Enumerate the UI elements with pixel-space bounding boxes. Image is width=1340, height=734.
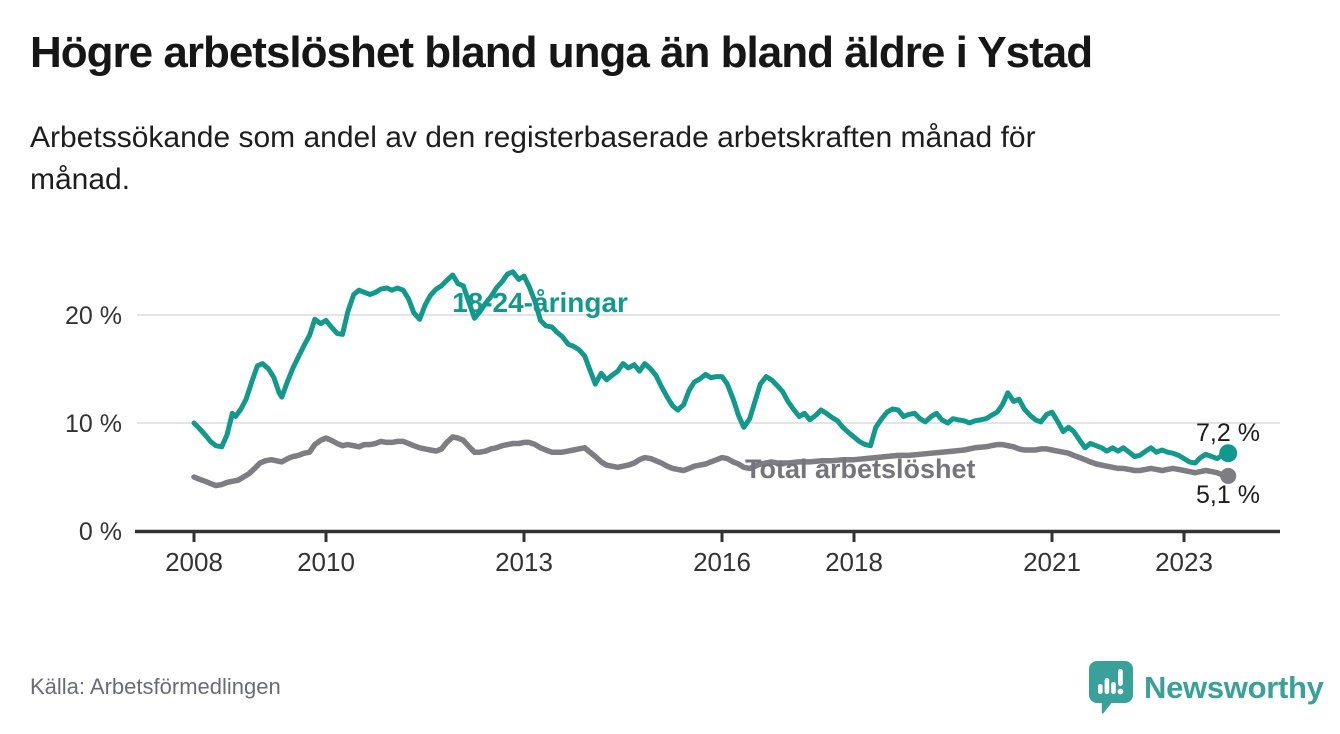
x-tick-label-2021: 2021 [1023, 547, 1081, 577]
newsworthy-logo-icon [1089, 661, 1133, 714]
series-endpoint-dot-total [1220, 467, 1237, 484]
x-tick-label-2008: 2008 [165, 547, 223, 577]
logo-bubble-shape [1089, 661, 1133, 714]
chart-subtitle: Arbetssökande som andel av den registerb… [30, 117, 1270, 201]
newsworthy-logo: Newsworthy [1088, 660, 1324, 716]
series-label-total: Total arbetslöshet [745, 454, 976, 484]
chart-title: Högre arbetslöshet bland unga än bland ä… [30, 28, 1093, 77]
x-tick-label-2016: 2016 [693, 547, 751, 577]
series-label-youth: 18-24-åringar [452, 287, 628, 318]
series-line-total [191, 434, 1231, 489]
newsworthy-wordmark: Newsworthy [1144, 670, 1324, 705]
end-value-label-total: 5,1 % [1196, 481, 1260, 509]
x-tick-label-2023: 2023 [1155, 547, 1213, 577]
logo-exclamation-bar [1118, 669, 1123, 686]
chart-subtitle-line1: Arbetssökande som andel av den registerb… [30, 121, 1036, 154]
logo-bar-1 [1098, 684, 1103, 694]
logo-bar-3 [1111, 682, 1116, 694]
logo-bar-2 [1104, 678, 1110, 694]
y-tick-label-10pct: 10 % [65, 410, 122, 438]
y-tick-label-0pct: 0 % [79, 518, 122, 546]
source-note: Källa: Arbetsförmedlingen [30, 674, 281, 699]
y-tick-label-20pct: 20 % [65, 302, 122, 330]
x-tick-label-2013: 2013 [495, 547, 553, 577]
logo-exclamation-dot [1117, 688, 1124, 695]
x-tick-label-2018: 2018 [825, 547, 883, 577]
chart-subtitle-line2: månad. [30, 163, 131, 196]
end-value-label-youth: 7,2 % [1196, 419, 1260, 447]
series-line-youth [191, 269, 1231, 466]
series-endpoint-dot-youth [1219, 444, 1238, 463]
x-tick-label-2010: 2010 [297, 547, 355, 577]
